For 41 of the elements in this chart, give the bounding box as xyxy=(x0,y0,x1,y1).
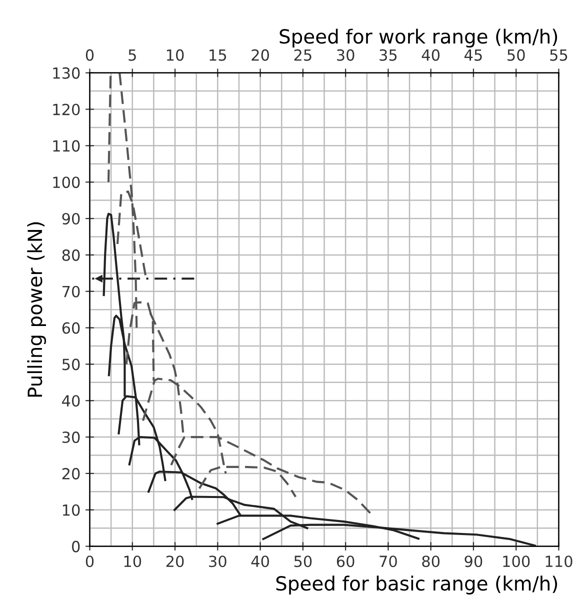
x2-tick-label: 25 xyxy=(294,49,312,61)
y-tick-label: 100 xyxy=(53,176,80,188)
x-tick-label: 0 xyxy=(86,556,94,568)
x-tick-label: 20 xyxy=(166,556,184,568)
x2-tick-label: 15 xyxy=(210,49,226,61)
y-tick-label: 90 xyxy=(62,212,80,225)
x2-tick-label: 45 xyxy=(464,49,482,61)
y-tick-label: 80 xyxy=(62,249,80,261)
y-tick-label: 130 xyxy=(53,67,80,79)
y-tick-label: 110 xyxy=(53,140,80,152)
x-tick-label: 110 xyxy=(546,556,572,568)
y-tick-label: 10 xyxy=(62,504,80,516)
x2-tick-label: 0 xyxy=(86,49,94,61)
x2-tick-label: 55 xyxy=(550,49,568,61)
x2-tick-label: 40 xyxy=(422,49,440,61)
y-tick-label: 40 xyxy=(62,395,80,407)
y-tick-label: 60 xyxy=(62,322,80,334)
x-tick-label: 100 xyxy=(503,556,530,568)
x2-axis-title: Speed for work range (km/h) xyxy=(280,28,558,48)
y-tick-label: 0 xyxy=(72,540,80,552)
x2-tick-label: 50 xyxy=(508,49,525,61)
y-tick-label: 70 xyxy=(62,286,80,298)
x2-tick-label: 10 xyxy=(166,49,184,61)
x2-tick-label: 20 xyxy=(252,49,269,61)
y-tick-label: 50 xyxy=(62,358,80,370)
y-axis-title: Pulling power (kN) xyxy=(27,222,46,397)
x-tick-label: 40 xyxy=(251,556,269,568)
y-tick-label: 20 xyxy=(62,468,80,480)
x-tick-label: 90 xyxy=(464,556,482,568)
x-axis-title: Speed for basic range (km/h) xyxy=(276,576,558,594)
y-tick-label: 30 xyxy=(62,432,80,444)
x2-tick-label: 5 xyxy=(128,49,136,61)
x-tick-label: 50 xyxy=(294,556,312,568)
x-tick-label: 60 xyxy=(336,556,354,568)
x-tick-label: 10 xyxy=(124,556,142,568)
x-tick-label: 80 xyxy=(422,556,440,568)
x-tick-label: 70 xyxy=(380,556,397,568)
x2-tick-label: 35 xyxy=(380,49,397,61)
x2-tick-label: 30 xyxy=(337,49,354,61)
y-tick-label: 120 xyxy=(53,104,80,116)
x-tick-label: 30 xyxy=(209,556,226,568)
